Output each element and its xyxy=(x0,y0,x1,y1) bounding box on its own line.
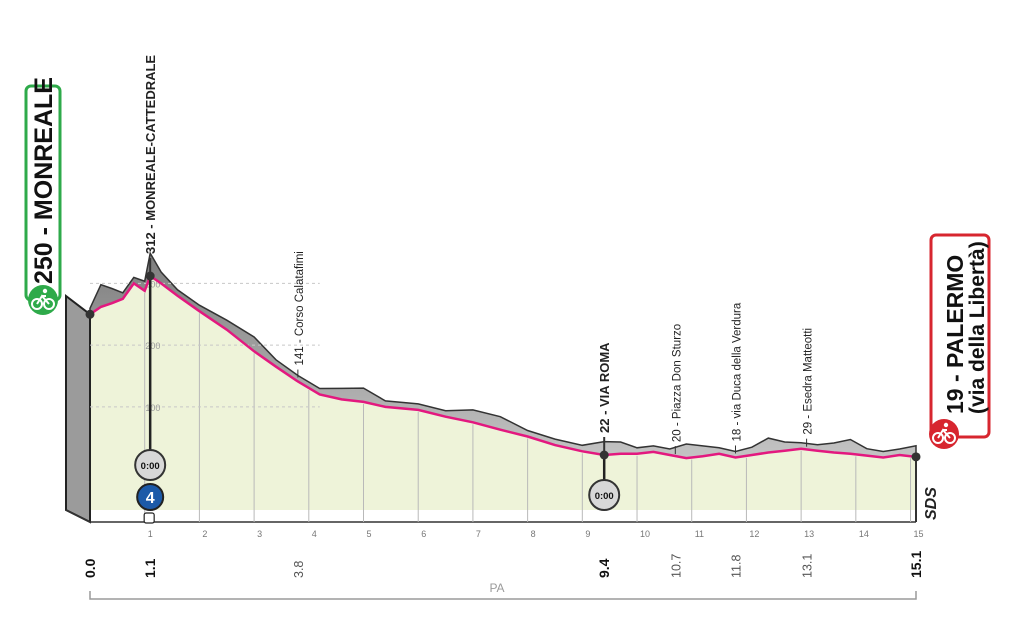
km-tick-9: 9 xyxy=(585,529,590,539)
road-line-layer xyxy=(85,274,921,462)
milestone-label: 15.1 xyxy=(908,551,924,578)
km-tick-11: 11 xyxy=(695,529,704,539)
profile-area xyxy=(65,251,917,524)
ground-fill xyxy=(90,276,916,510)
timer-point xyxy=(599,450,609,460)
timer-1: 0:00 xyxy=(588,450,621,511)
altitude-tick-200: 200 xyxy=(145,341,160,351)
milestone-label: 1.1 xyxy=(142,558,158,578)
km-gridlines xyxy=(90,282,912,522)
timer-0: 0:00 xyxy=(134,271,167,481)
km-tick-2: 2 xyxy=(202,529,207,539)
altitude-tick-100: 100 xyxy=(145,403,160,413)
km-axis: 1 2 3 4 5 6 7 8 9 10 11 12 13 14 150.0 1.1 3.8 9.4 10.7 11.… xyxy=(82,529,924,578)
profile-left-edge xyxy=(65,293,91,524)
annotation-label: 29 - Esedra Matteotti xyxy=(803,328,815,435)
annotation-2: 22 - VIA ROMA xyxy=(597,342,612,451)
milestone-label: 3.8 xyxy=(292,561,306,578)
finish-cyclist-icon xyxy=(929,419,959,449)
start-label: 250 - MONREALE xyxy=(30,77,58,284)
annotation-5: 29 - Esedra Matteotti xyxy=(803,328,815,447)
km-tick-14: 14 xyxy=(859,529,869,539)
category-badge-label: 4 xyxy=(146,490,155,507)
category-badge: 4 xyxy=(136,483,165,524)
finish-box xyxy=(929,233,991,439)
road-line xyxy=(89,274,917,460)
annotation-0: 312 - MONREALE-CATTEDRALE xyxy=(143,55,158,272)
start-banner: 250 - MONREALE xyxy=(24,77,62,315)
annotation-label: 20 - Piazza Don Sturzo xyxy=(671,324,683,442)
sds-mark: SDS xyxy=(923,487,940,520)
annotations-layer: 312 - MONREALE-CATTEDRALE 141 - Corso Cal… xyxy=(134,55,815,524)
milestone-label: 11.8 xyxy=(729,555,743,578)
milestone-label: 0.0 xyxy=(82,558,98,578)
lock-icon xyxy=(143,512,155,524)
timer-label: 0:00 xyxy=(141,461,160,472)
start-point xyxy=(85,309,95,319)
annotation-label: 22 - VIA ROMA xyxy=(597,342,612,433)
annotation-3: 20 - Piazza Don Sturzo xyxy=(671,324,683,455)
km-tick-3: 3 xyxy=(257,529,262,539)
km-tick-6: 6 xyxy=(421,529,426,539)
km-tick-8: 8 xyxy=(531,529,536,539)
milestone-label: 10.7 xyxy=(669,554,683,578)
km-tick-15: 15 xyxy=(914,529,924,539)
finish-label-line1: 19 - PALERMO xyxy=(942,255,968,414)
altitude-tick-labels: 100 200 300 xyxy=(145,279,160,412)
finish-point xyxy=(911,452,921,462)
km-tick-13: 13 xyxy=(804,529,814,539)
bracket-label: PA xyxy=(489,581,504,595)
finish-banner: 19 - PALERMO (via della Libertà) xyxy=(929,233,991,449)
timer-label: 0:00 xyxy=(595,491,614,502)
stopwatch-icon xyxy=(588,479,621,511)
km-tick-7: 7 xyxy=(476,529,481,539)
km-tick-4: 4 xyxy=(312,529,317,539)
city-bracket: PA xyxy=(89,581,917,600)
category-badge-icon xyxy=(136,483,165,511)
milestone-label: 13.1 xyxy=(801,554,815,578)
km-tick-12: 12 xyxy=(749,529,759,539)
finish-label-line2: (via della Libertà) xyxy=(966,241,989,414)
km-tick-10: 10 xyxy=(640,529,650,539)
annotation-4: 18 - via Duca della Verdura xyxy=(731,302,743,454)
profile-base-line xyxy=(65,509,916,523)
timer-point xyxy=(145,271,155,281)
start-cyclist-icon xyxy=(28,285,58,315)
km-tick-5: 5 xyxy=(367,529,372,539)
annotation-label: 18 - via Duca della Verdura xyxy=(731,302,743,441)
annotation-label: 312 - MONREALE-CATTEDRALE xyxy=(143,55,158,254)
km-tick-1: 1 xyxy=(148,529,153,539)
annotation-label: 141 - Corso Calatafimi xyxy=(294,251,306,365)
stopwatch-icon xyxy=(134,449,167,481)
altitude-tick-300: 300 xyxy=(145,279,160,289)
annotation-1: 141 - Corso Calatafimi xyxy=(294,251,306,378)
milestone-label: 9.4 xyxy=(596,558,612,578)
